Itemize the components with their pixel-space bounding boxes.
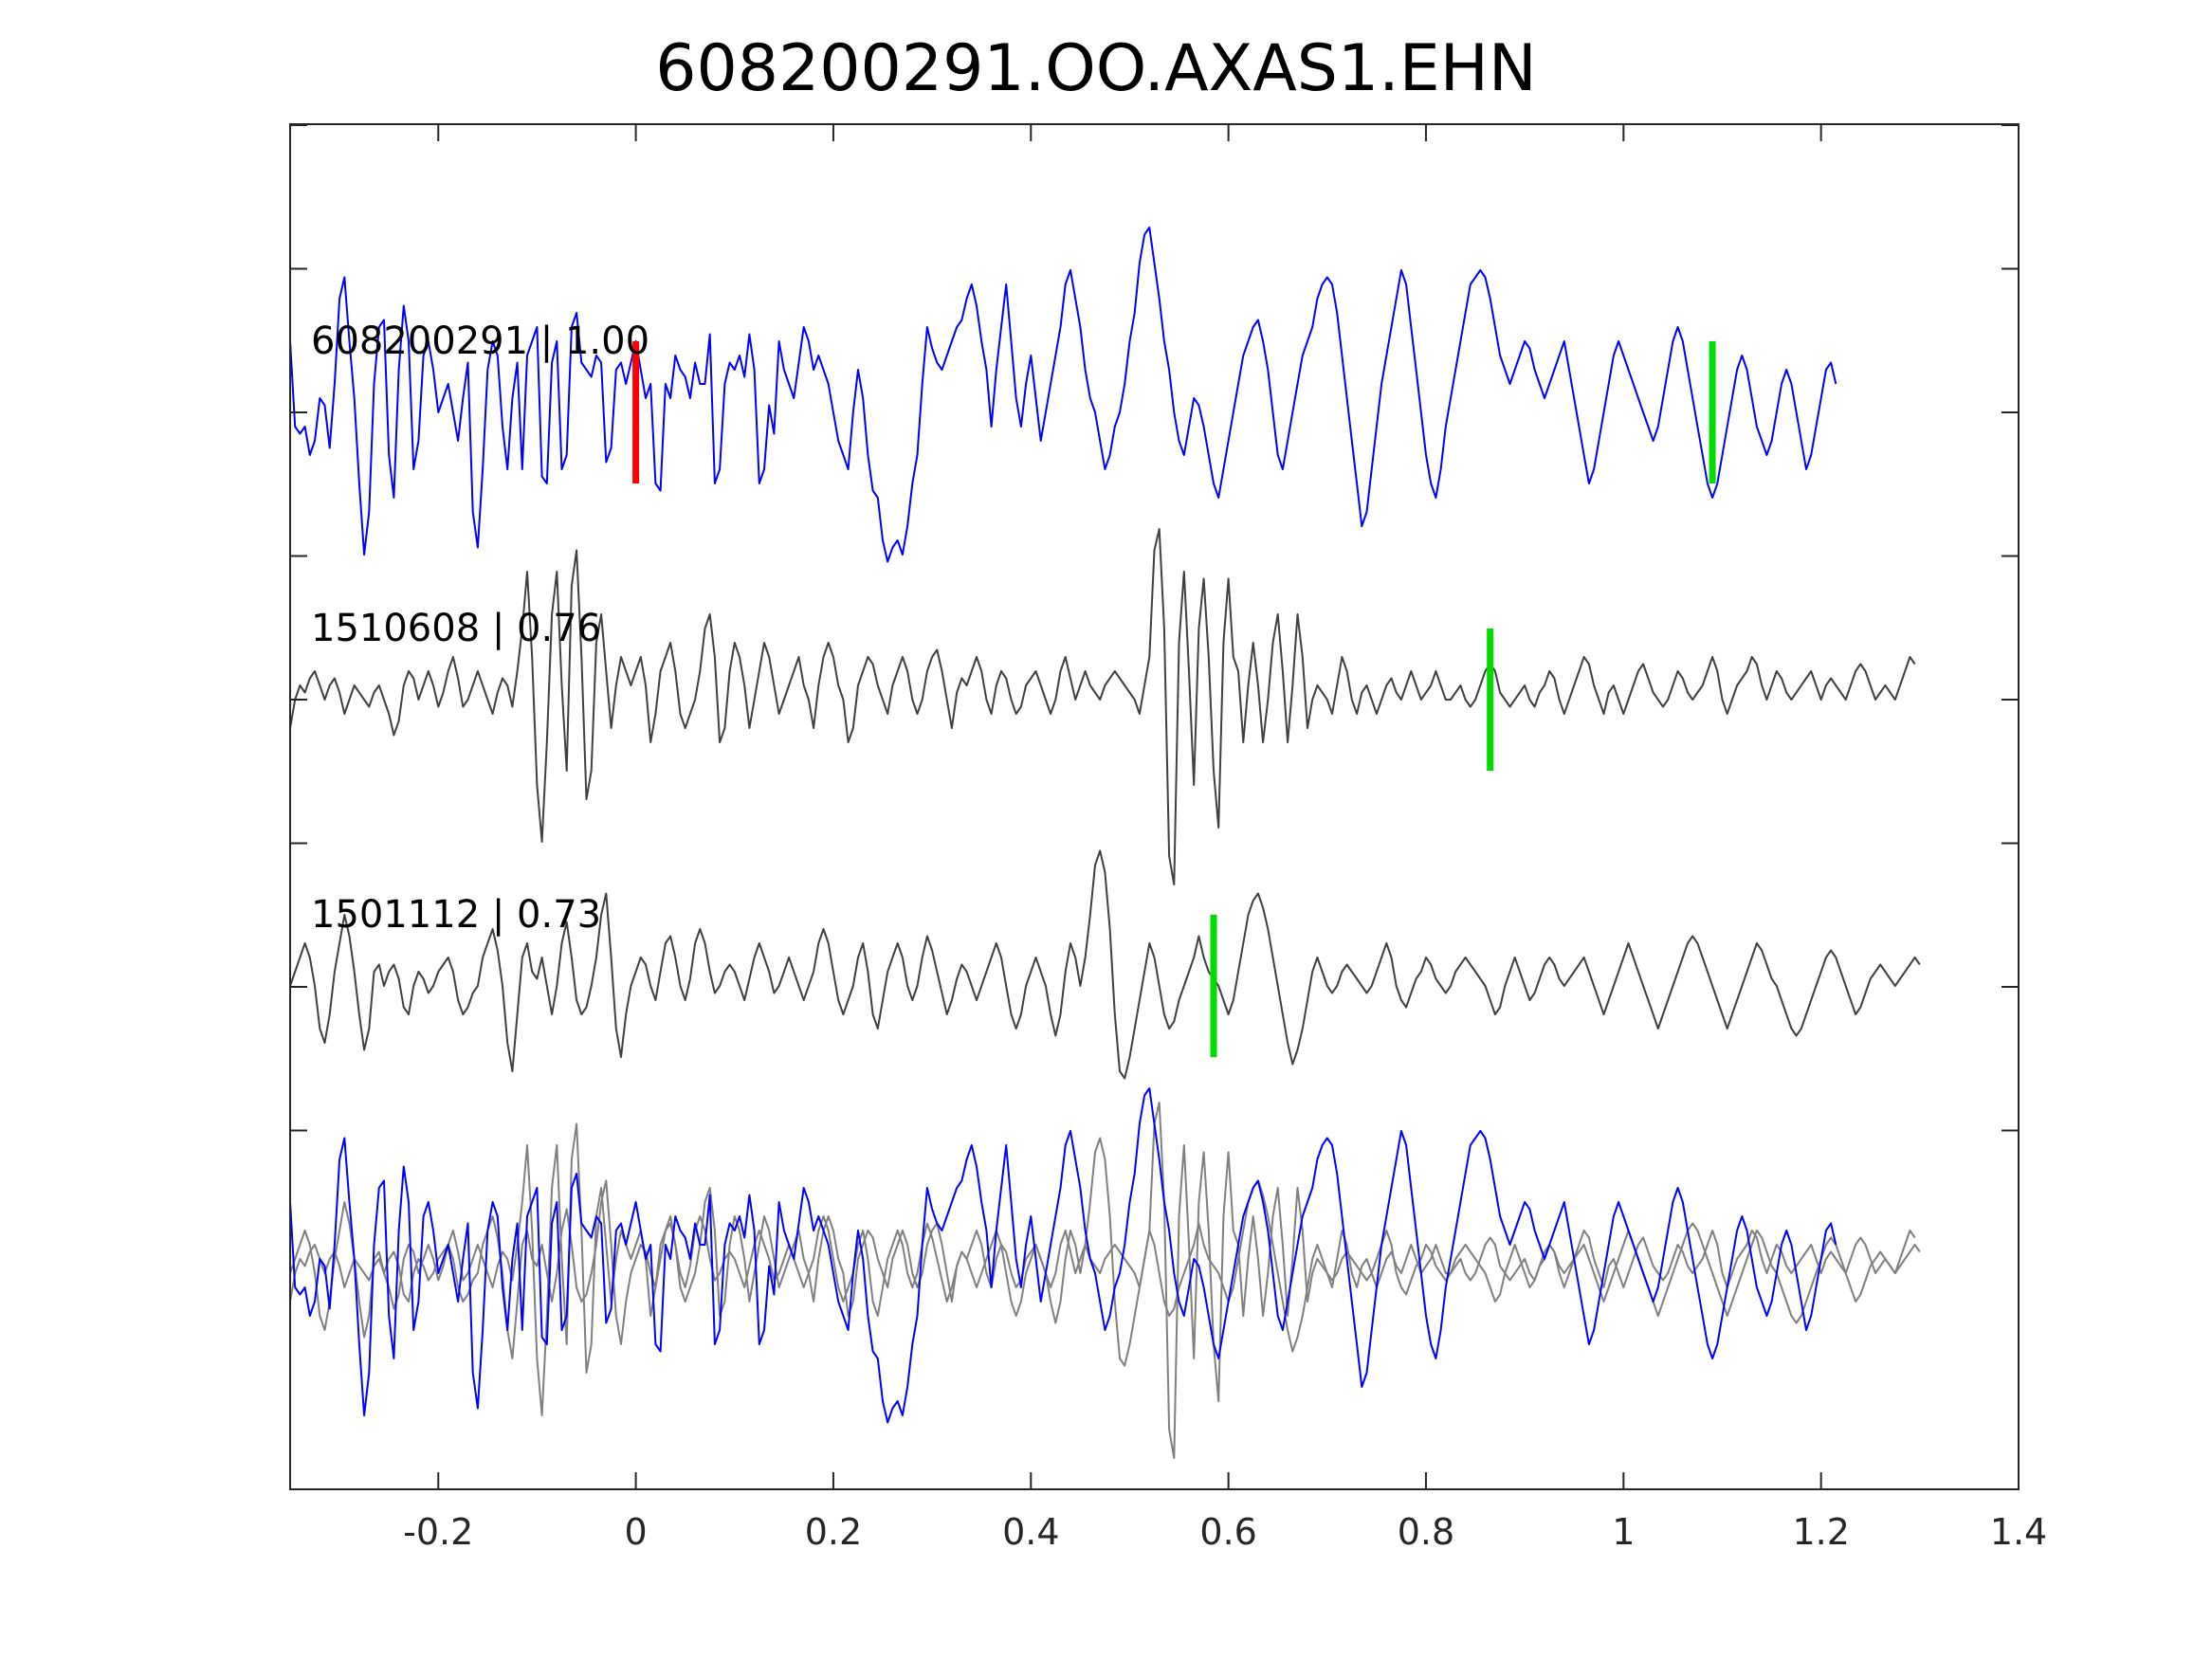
plot-area: 608200291 | 1.00 1510608 | 0.76 1501112 | … (289, 123, 2047, 1553)
x-tick-label: 0.8 (1398, 1511, 1454, 1553)
axes-box (289, 123, 2020, 1490)
overlay-trace-608200291 (289, 1087, 1837, 1424)
x-tick-label: -0.2 (403, 1511, 473, 1553)
trace-1501112 (289, 849, 1921, 1080)
x-tick-label: 0.2 (805, 1511, 862, 1553)
x-tick-label: 1.2 (1792, 1511, 1849, 1553)
traces-layer (289, 227, 1921, 1459)
x-tick-labels: -0.2 0 0.2 0.4 0.6 0.8 1 1.2 1.4 (403, 1511, 2047, 1553)
trace-608200291 (289, 227, 1837, 563)
trace-label-608200291: 608200291 | 1.00 (311, 319, 649, 363)
ticks-layer (290, 124, 2020, 1489)
picks-layer (632, 341, 1716, 1057)
trace-label-1501112: 1501112 | 0.73 (311, 893, 601, 937)
x-tick-label: 0.6 (1199, 1511, 1256, 1553)
x-tick-label: 0.4 (1002, 1511, 1059, 1553)
trace-label-1510608: 1510608 | 0.76 (311, 607, 601, 650)
chart-title: 608200291.OO.AXAS1.EHN (655, 31, 1537, 106)
trace-labels-layer: 608200291 | 1.00 1510608 | 0.76 1501112 | … (311, 319, 649, 937)
x-tick-label: 0 (625, 1511, 648, 1553)
x-tick-label: 1.4 (1990, 1511, 2047, 1553)
x-tick-label: 1 (1612, 1511, 1635, 1553)
trace-1510608 (289, 528, 1916, 885)
